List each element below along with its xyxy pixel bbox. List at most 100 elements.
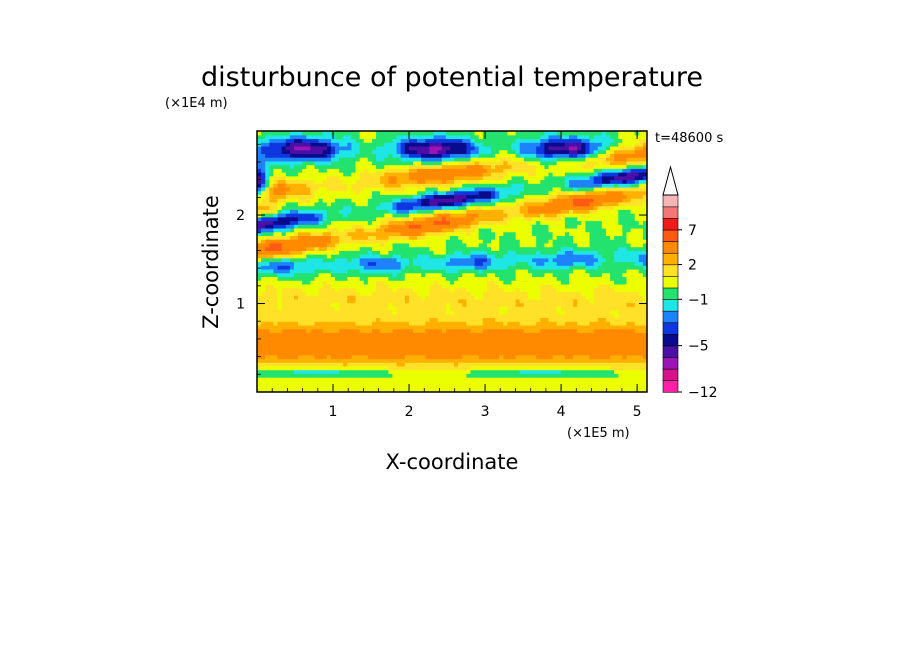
contour-cell: [597, 388, 603, 392]
contour-cell: [367, 302, 373, 307]
contour-cell: [302, 380, 307, 386]
contour-cell: [265, 313, 270, 319]
contour-cell: [257, 317, 262, 322]
contour-cell: [597, 339, 603, 345]
contour-cell: [437, 268, 443, 274]
contour-cell: [642, 295, 647, 300]
contour-cell: [392, 272, 398, 278]
contour-cell: [441, 339, 447, 345]
contour-cell: [302, 254, 307, 259]
contour-cell: [265, 343, 270, 348]
contour-cell: [441, 227, 447, 233]
contour-cell: [605, 246, 611, 251]
contour-cell: [289, 328, 295, 333]
contour-cell: [302, 328, 307, 333]
contour-cell: [347, 224, 353, 229]
contour-cell: [326, 350, 332, 356]
contour-cell: [437, 261, 443, 266]
contour-cell: [335, 261, 340, 266]
contour-cell: [495, 377, 500, 382]
contour-cell: [499, 201, 504, 207]
contour-cell: [392, 324, 398, 330]
contour-cell: [433, 242, 439, 248]
contour-cell: [560, 291, 566, 296]
contour-cell: [445, 324, 451, 330]
contour-cell: [519, 246, 525, 251]
contour-cell: [441, 291, 447, 296]
contour-cell: [618, 224, 623, 229]
contour-cell: [376, 354, 381, 360]
contour-cell: [417, 306, 422, 311]
contour-cell: [589, 373, 595, 378]
contour-cell: [322, 194, 328, 199]
contour-cell: [417, 213, 422, 218]
contour-cell: [470, 231, 476, 236]
contour-cell: [339, 369, 344, 374]
contour-cell: [400, 388, 406, 392]
contour-cell: [330, 254, 336, 259]
contour-cell: [289, 205, 295, 210]
contour-cell: [408, 239, 414, 244]
contour-cell: [318, 227, 324, 233]
contour-cell: [437, 291, 443, 296]
contour-cell: [470, 347, 476, 352]
contour-cell: [302, 332, 307, 337]
contour-cell: [495, 332, 500, 337]
contour-cell: [330, 321, 336, 326]
contour-cell: [265, 246, 270, 251]
contour-cell: [408, 377, 414, 382]
contour-cell: [437, 239, 443, 244]
contour-cell: [404, 242, 410, 248]
contour-cell: [273, 309, 279, 315]
contour-cell: [359, 298, 365, 304]
contour-cell: [339, 265, 344, 270]
contour-cell: [638, 209, 644, 214]
contour-cell: [634, 265, 640, 270]
contour-cell: [269, 358, 275, 363]
contour-cell: [355, 254, 361, 259]
contour-cell: [552, 201, 558, 207]
contour-cell: [429, 302, 435, 307]
contour-cell: [486, 332, 492, 337]
contour-cell: [355, 235, 361, 240]
contour-cell: [285, 201, 291, 207]
contour-cell: [392, 313, 398, 319]
contour-cell: [458, 265, 463, 270]
contour-cell: [298, 220, 303, 225]
contour-cell: [413, 354, 418, 360]
contour-cell: [371, 231, 377, 236]
contour-cell: [343, 362, 348, 367]
contour-cell: [363, 298, 369, 304]
contour-cell: [273, 287, 279, 292]
contour-cell: [298, 283, 303, 289]
contour-cell: [589, 231, 595, 236]
contour-cell: [458, 216, 463, 222]
contour-cell: [581, 246, 587, 251]
contour-cell: [466, 198, 472, 203]
contour-cell: [355, 339, 361, 345]
contour-cell: [544, 295, 550, 300]
contour-cell: [445, 388, 451, 392]
contour-cell: [400, 317, 406, 322]
contour-cell: [532, 336, 537, 341]
contour-cell: [577, 242, 582, 248]
contour-cell: [610, 369, 615, 374]
contour-cell: [589, 268, 595, 274]
contour-cell: [642, 261, 647, 266]
contour-cell: [363, 205, 369, 210]
contour-cell: [556, 205, 562, 210]
contour-cell: [638, 313, 644, 319]
contour-cell: [298, 354, 303, 360]
contour-cell: [540, 276, 545, 281]
contour-cell: [265, 332, 270, 337]
contour-cell: [491, 388, 496, 392]
contour-cell: [261, 298, 266, 304]
contour-cell: [293, 362, 299, 367]
contour-cell: [289, 216, 295, 222]
contour-cell: [429, 350, 435, 356]
contour-cell: [548, 283, 554, 289]
contour-cell: [269, 276, 275, 281]
contour-cell: [376, 347, 381, 352]
contour-cell: [449, 321, 455, 326]
contour-cell: [376, 246, 381, 251]
